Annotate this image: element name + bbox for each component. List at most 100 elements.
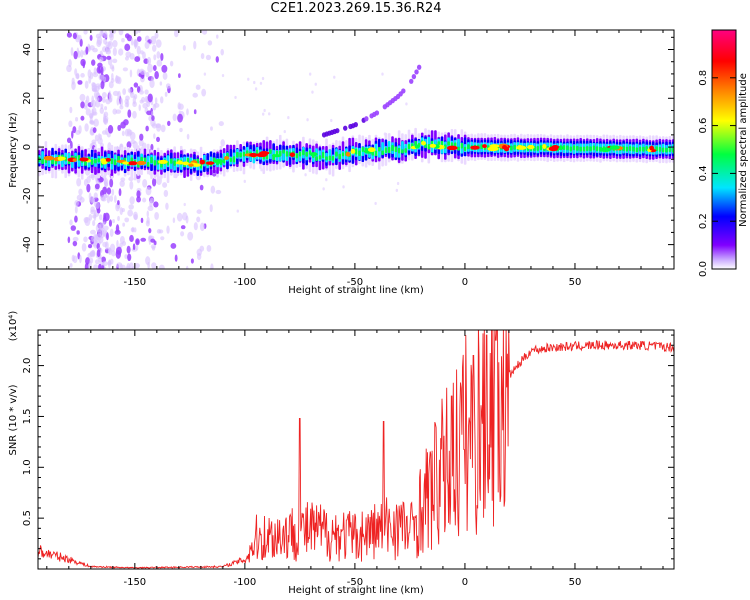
spectrogram-speckle (210, 185, 216, 194)
spectrogram-speckle (88, 260, 92, 269)
spectrogram-speckle (178, 104, 182, 108)
spectrogram-speckle (132, 110, 137, 119)
spectrogram-speckle (142, 178, 148, 188)
spectrogram-y-axis: -40 -20 0 20 40 (22, 36, 674, 270)
spectrogram-speckle (72, 255, 78, 264)
spectrogram-speckle (325, 178, 328, 182)
spectrogram-band-cell (222, 158, 226, 164)
spectrogram-speckle (103, 38, 108, 45)
spectrogram-peak (79, 157, 89, 162)
spectrogram-band-cell (338, 153, 341, 160)
spectrogram-speckle (69, 263, 73, 268)
spectrogram-speckle (133, 82, 139, 88)
spectrogram-band-cell (668, 147, 672, 153)
spectrogram-speckle (94, 134, 99, 142)
spectrogram-speckle (262, 112, 265, 116)
snr-y-axis-label: SNR (10 * v/v) (8, 384, 19, 455)
spectrogram-speckle (259, 81, 263, 85)
spectrogram-speckle (132, 141, 138, 149)
spectrogram-speckle (154, 212, 159, 220)
spectrogram-speckle (124, 128, 130, 137)
spectrogram-speckle (82, 60, 86, 69)
spectrogram-speckle (102, 241, 108, 248)
spectrogram-band-cell (635, 147, 639, 153)
spectrogram-speckle (116, 97, 120, 106)
spectrogram-peak (58, 156, 66, 161)
spectrogram-speckle (152, 64, 157, 72)
spectrogram-speckle (201, 88, 207, 97)
spectrogram-band-cell (229, 157, 233, 162)
spectrogram-speckle (207, 40, 213, 46)
spectrogram-speckle (116, 262, 123, 268)
spectrogram-peak (367, 147, 376, 153)
spectrogram-speckle (103, 111, 109, 118)
spectrogram-speckle (79, 38, 83, 47)
spectrogram-speckle (112, 47, 117, 56)
spectrogram-speckle (83, 236, 88, 243)
spectrogram-frame (37, 29, 675, 270)
spectrogram-band-cell (589, 146, 592, 152)
spectrogram-speckle (109, 64, 115, 70)
spectrogram-peak (136, 160, 147, 166)
spectrogram-band-cell (457, 146, 460, 151)
spectrogram-speckle (99, 222, 104, 231)
spectrogram-speckle (209, 204, 213, 213)
spectrogram-band-cell (539, 145, 543, 151)
spectrogram-speckle (196, 216, 201, 223)
spectrogram-speckle (71, 77, 75, 85)
spectrogram-speckle (221, 73, 225, 78)
spectrogram-speckle (96, 36, 103, 46)
spectrogram-speckle (93, 118, 99, 127)
spectrogram-speckle (96, 233, 102, 241)
spectrogram-peak (482, 144, 487, 149)
spectrogram-speckle (112, 219, 115, 224)
spectrogram-rising-trace (401, 88, 406, 94)
spectrogram-speckle (90, 172, 96, 181)
spectrogram-band-cell (97, 158, 101, 163)
spectrogram-speckle (72, 126, 77, 134)
spectrogram-speckle (76, 72, 80, 80)
spectrogram-panel: -150 -100 -50 0 50 -40 -20 0 20 40 Height of str… (8, 29, 675, 296)
spectrogram-speckle (210, 126, 213, 131)
spectrogram-speckle (90, 206, 95, 213)
spectrogram-peak (414, 144, 420, 149)
spectrogram-speckle (151, 123, 158, 129)
spectrogram-band-cell (378, 146, 381, 152)
spectrogram-speckle (122, 222, 126, 227)
spectrogram-peak (177, 160, 182, 164)
spectrogram-speckle (206, 245, 212, 252)
spectrogram-speckle (134, 56, 141, 63)
spectrogram-band-cell (285, 151, 289, 157)
spectrogram-peak (72, 158, 77, 162)
spectrogram-speckle (126, 263, 131, 269)
spectrogram-band-cell (585, 146, 589, 152)
snr-x-axis-label: Height of straight line (km) (288, 585, 424, 596)
spectrogram-speckle (243, 179, 246, 183)
spectrogram-speckle (145, 71, 150, 78)
spectrogram-band-cell (110, 158, 114, 165)
spectrogram-speckle (167, 120, 171, 126)
spectrogram-speckle (145, 186, 152, 196)
spectrogram-band-cell (173, 160, 176, 166)
spectrogram-x-tick-label: -100 (234, 277, 257, 288)
spectrogram-peak (199, 159, 206, 165)
spectrogram-peak (527, 144, 535, 150)
spectrogram-rising-trace (364, 116, 369, 122)
spectrogram-speckle (304, 173, 307, 177)
spectrogram-band-cell (94, 158, 97, 164)
snr-scale-note: (x10⁴) (8, 311, 19, 342)
spectrogram-peak (429, 143, 437, 148)
spectrogram-speckle (166, 225, 170, 234)
spectrogram-speckle (112, 58, 118, 64)
spectrogram-band-cell (305, 151, 308, 157)
spectrogram-speckle (89, 45, 95, 51)
spectrogram-speckle (113, 195, 117, 203)
spectrogram-speckle (110, 77, 115, 83)
spectrogram-speckle (124, 254, 128, 259)
spectrogram-peak (122, 161, 129, 165)
spectrogram-speckle (108, 93, 113, 103)
spectrogram-band-cell (387, 146, 391, 154)
spectrogram-band-cell (341, 152, 345, 157)
spectrogram-speckle (108, 219, 112, 227)
spectrogram-band-cell (427, 143, 431, 150)
